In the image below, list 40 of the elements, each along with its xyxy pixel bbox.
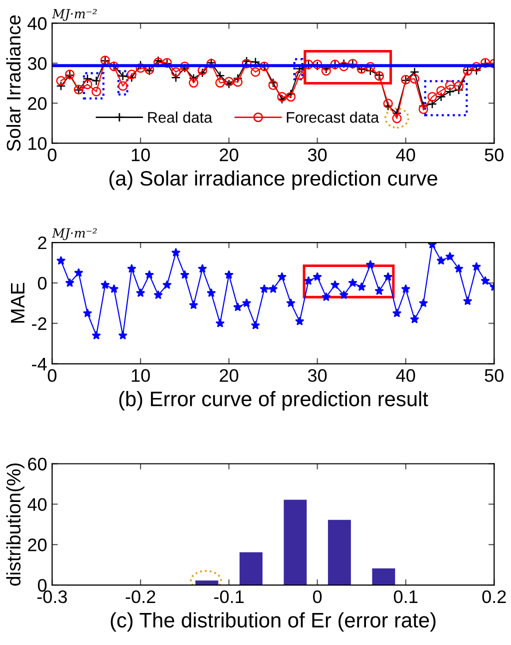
x-tick-label: -0.3 — [37, 590, 67, 604]
x-tick-label: 20 — [220, 369, 238, 382]
x-tick-label: 30 — [308, 369, 327, 382]
x-axis-title: (c) The distribution of Er (error rate) — [110, 612, 436, 632]
text: MJ·m⁻² — [52, 8, 97, 21]
x-tick-label: 20 — [220, 148, 238, 162]
y-tick-label: 60 — [28, 458, 47, 470]
x-tick-label: -0.2 — [126, 590, 156, 604]
x-tick-label: 50 — [484, 148, 504, 162]
y-tick-label: -4 — [32, 358, 47, 370]
legend-label: Real data — [148, 112, 212, 123]
x-tick-label: 40 — [396, 369, 416, 382]
x-axis-title: (b) Error curve of prediction result — [119, 391, 428, 410]
y-axis-title: MAE — [11, 282, 24, 323]
y-tick-label: 0 — [38, 578, 47, 592]
text: MJ·m⁻² — [52, 228, 97, 240]
x-tick-label: 0 — [48, 148, 56, 162]
y-tick-label: 20 — [28, 538, 47, 552]
x-tick-label: 10 — [132, 369, 150, 382]
y-tick-label: 20 — [28, 97, 47, 110]
y-tick-label: -2 — [32, 317, 46, 330]
y-tick-label: 40 — [28, 498, 47, 511]
y-tick-label: 30 — [28, 57, 47, 70]
x-tick-label: 40 — [396, 148, 416, 162]
x-tick-label: 0 — [313, 590, 322, 604]
x-tick-label: -0.1 — [214, 590, 244, 604]
y-tick-label: 0 — [38, 276, 47, 290]
x-tick-label: 10 — [132, 148, 150, 162]
y-tick-label: 10 — [28, 137, 47, 150]
x-axis-title: (a) Solar irradiance prediction curve — [109, 170, 438, 190]
x-tick-label: 0.1 — [394, 590, 418, 604]
y-axis-title: distribution(%) — [6, 463, 24, 586]
x-tick-label: 0 — [48, 369, 56, 382]
y-axis-title: Solar Irradiance — [6, 15, 21, 151]
x-tick-label: 50 — [484, 369, 504, 382]
x-tick-label: 0.2 — [482, 590, 506, 604]
x-tick-label: 30 — [308, 148, 327, 162]
legend-label: Forecast data — [286, 112, 380, 123]
y-tick-label: 2 — [38, 236, 46, 250]
y-tick-label: 40 — [28, 17, 47, 30]
